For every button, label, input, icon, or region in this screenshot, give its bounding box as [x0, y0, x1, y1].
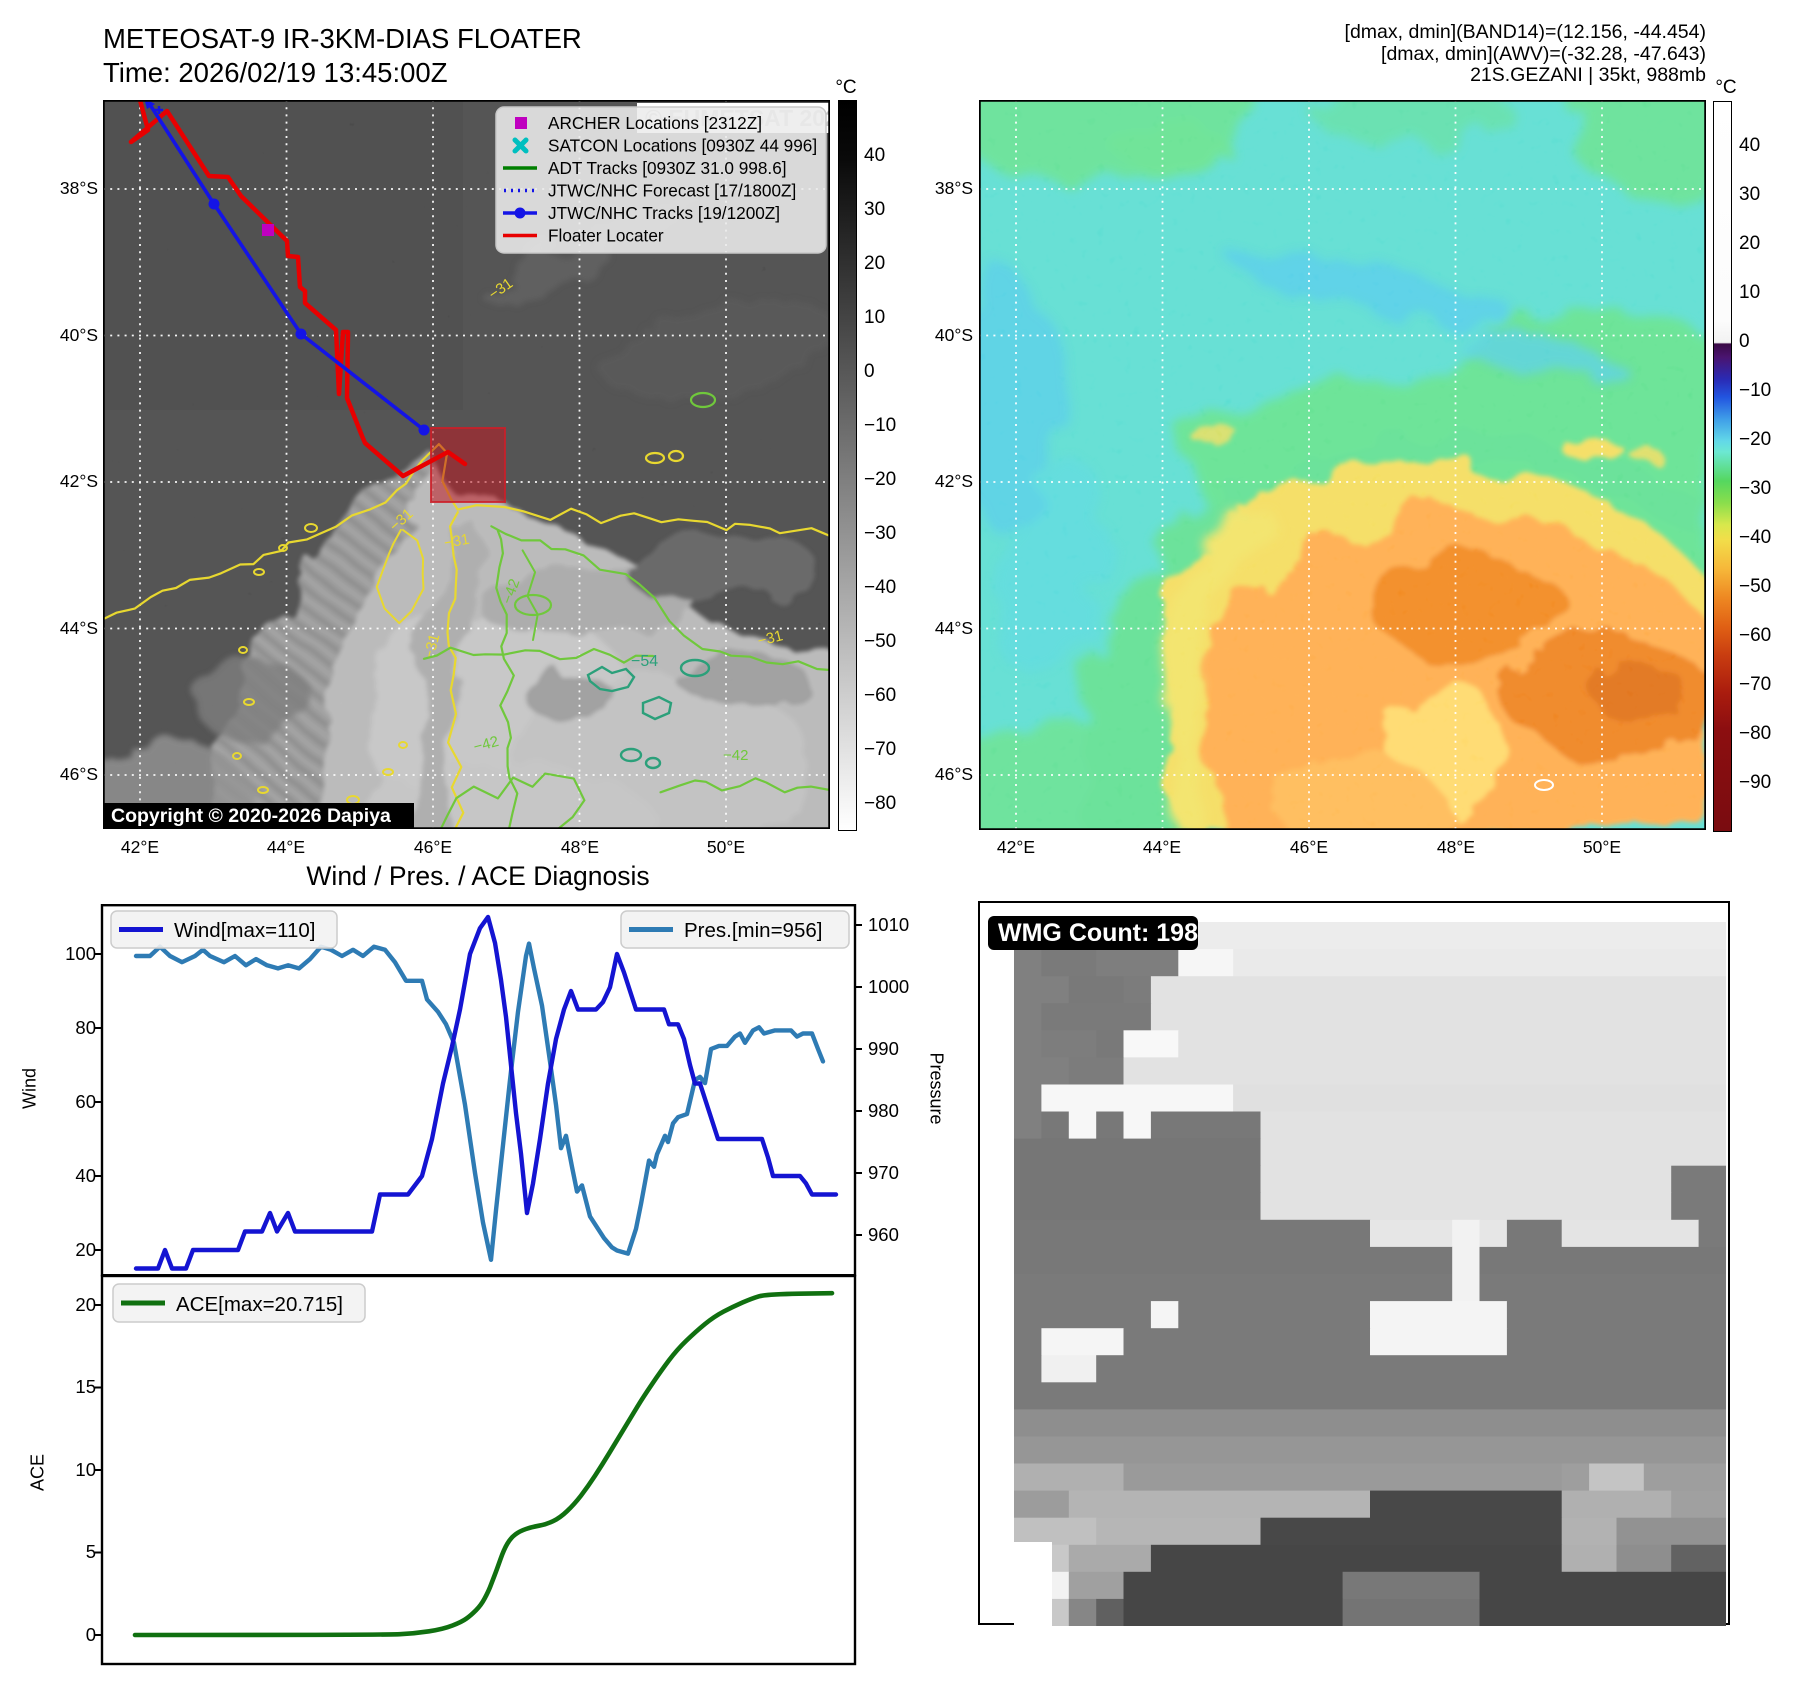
svg-text:−31: −31: [443, 531, 471, 552]
svg-text:JTWC/NHC Tracks [19/1200Z]: JTWC/NHC Tracks [19/1200Z]: [548, 203, 780, 223]
svg-text:Floater Locater: Floater Locater: [548, 226, 664, 246]
svg-text:JTWC/NHC Forecast [17/1800Z]: JTWC/NHC Forecast [17/1800Z]: [548, 181, 796, 201]
svg-text:Copyright © 2020-2026 Dapiya: Copyright © 2020-2026 Dapiya: [111, 805, 391, 827]
svg-text:ARCHER Locations [2312Z]: ARCHER Locations [2312Z]: [548, 113, 762, 133]
svg-text:−42: −42: [472, 733, 501, 756]
svg-text:ACE[max=20.715]: ACE[max=20.715]: [176, 1293, 343, 1316]
svg-text:−54: −54: [631, 653, 658, 670]
svg-text:ADT Tracks [0930Z 31.0 998.6]: ADT Tracks [0930Z 31.0 998.6]: [548, 158, 787, 178]
svg-text:−42: −42: [723, 747, 748, 764]
svg-text:Wind[max=110]: Wind[max=110]: [174, 919, 315, 942]
svg-text:Pres.[min=956]: Pres.[min=956]: [684, 919, 822, 942]
svg-text:−31: −31: [756, 627, 785, 650]
svg-text:SATCON Locations [0930Z 44 996: SATCON Locations [0930Z 44 996]: [548, 136, 817, 156]
